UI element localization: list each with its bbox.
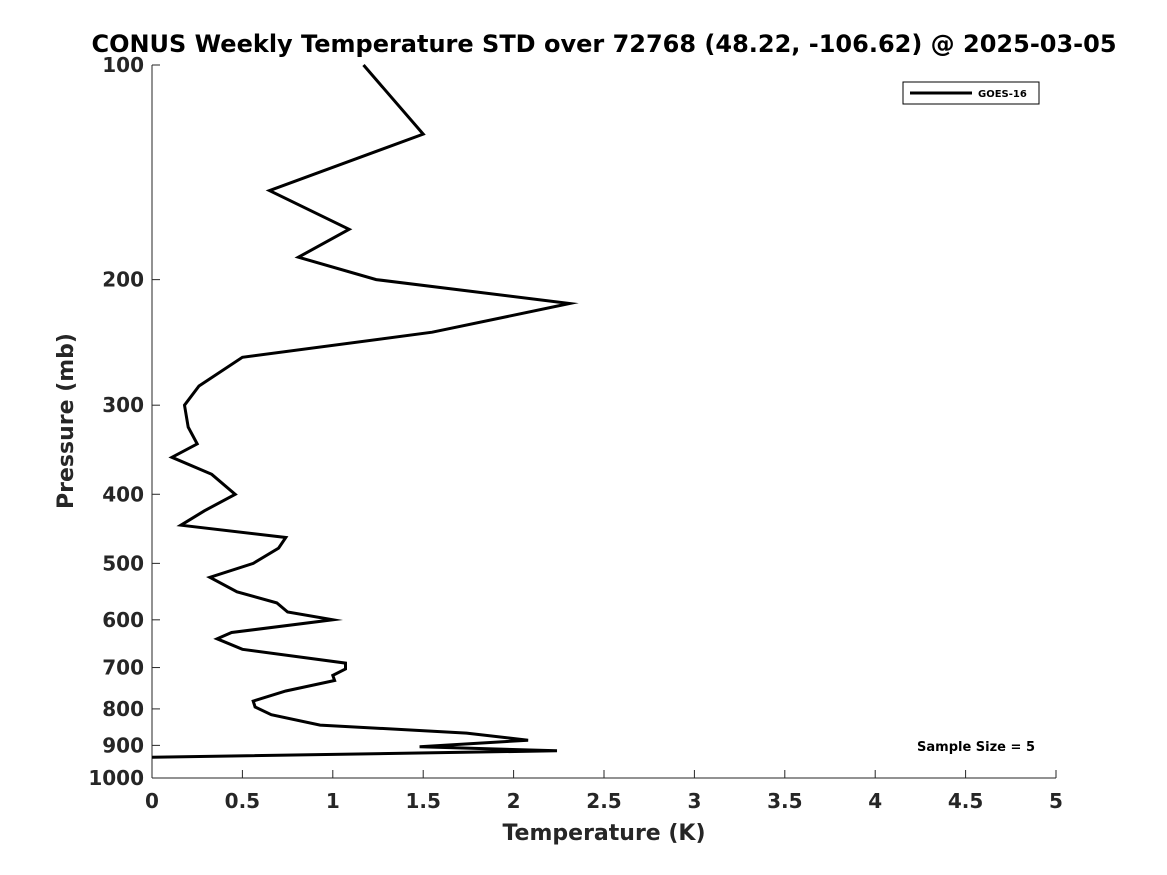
legend: GOES-16 [902,81,1040,105]
x-tick-label: 4.5 [948,789,983,813]
x-tick-label: 0.5 [225,789,260,813]
x-tick-label: 1 [326,789,340,813]
x-tick-label: 2.5 [586,789,621,813]
y-axis-label: Pressure (mb) [54,333,79,509]
y-tick-label: 100 [102,53,144,77]
y-tick-label: 1000 [88,766,144,790]
x-ticks: 0 0.5 1 1.5 2 2.5 3 3.5 4 4.5 5 [145,770,1063,813]
legend-label-goes-16: GOES-16 [978,89,1027,100]
y-tick-label: 800 [102,697,144,721]
y-tick-label: 600 [102,608,144,632]
series-group [151,64,579,759]
y-tick-label: 900 [102,733,144,757]
x-tick-label: 2 [507,789,521,813]
x-tick-label: 3 [687,789,701,813]
plot-area [152,65,1056,778]
y-tick-label: 200 [102,268,144,292]
y-tick-label: 700 [102,656,144,680]
x-tick-label: 4 [868,789,882,813]
series-line-goes-16 [151,64,579,759]
x-tick-label: 3.5 [767,789,802,813]
x-tick-label: 5 [1049,789,1063,813]
sample-size-annotation: Sample Size = 5 [917,740,1035,755]
y-ticks: 100 200 300 400 500 600 700 800 900 1000 [88,53,160,790]
x-tick-label: 0 [145,789,159,813]
x-tick-label: 1.5 [405,789,440,813]
y-tick-label: 400 [102,482,144,506]
y-tick-label: 500 [102,551,144,575]
chart-title: CONUS Weekly Temperature STD over 72768 … [91,30,1116,58]
x-axis-label: Temperature (K) [502,821,705,846]
y-tick-label: 300 [102,393,144,417]
